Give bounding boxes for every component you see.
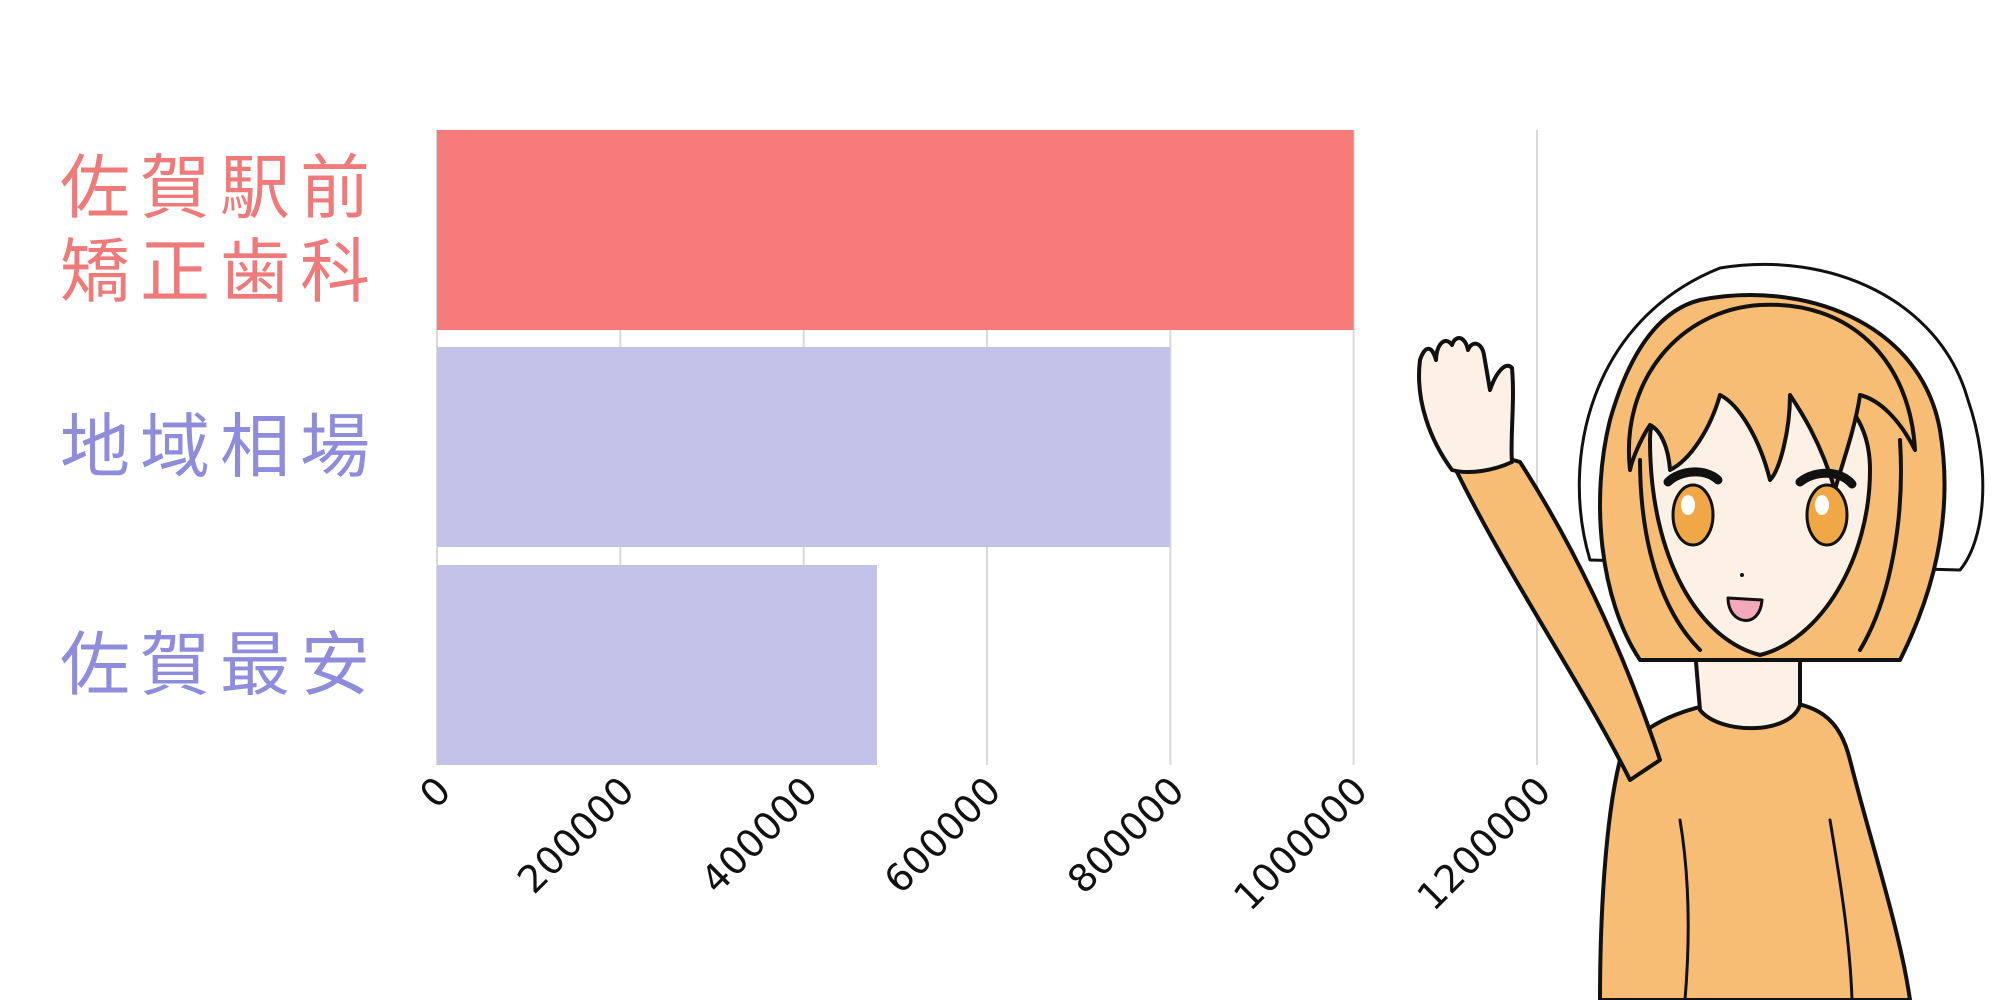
x-tick-label: 1000000 — [1225, 768, 1376, 919]
category-label-line: 地域相場 — [60, 406, 380, 488]
category-label-line: 矯正歯科 — [60, 231, 380, 313]
bar — [437, 130, 1354, 330]
x-tick-label: 0 — [411, 768, 459, 816]
category-label-line: 佐賀駅前 — [60, 147, 380, 229]
bar — [437, 347, 1171, 547]
waving-girl-icon — [1417, 262, 1985, 1000]
bar — [437, 565, 877, 765]
x-tick-label: 200000 — [509, 768, 643, 902]
x-tick-label: 600000 — [876, 768, 1010, 902]
x-tick-label: 1200000 — [1409, 768, 1560, 919]
bars — [437, 130, 1354, 765]
x-tick-labels: 0 200000 400000 600000 800000 1000000 1200000 — [411, 768, 1559, 919]
category-label: 佐賀駅前 矯正歯科 — [60, 130, 400, 330]
x-tick-label: 400000 — [692, 768, 826, 902]
category-label: 地域相場 — [60, 347, 400, 547]
category-label: 佐賀最安 — [60, 565, 400, 765]
x-tick-label: 800000 — [1059, 768, 1193, 902]
category-label-line: 佐賀最安 — [60, 624, 380, 706]
